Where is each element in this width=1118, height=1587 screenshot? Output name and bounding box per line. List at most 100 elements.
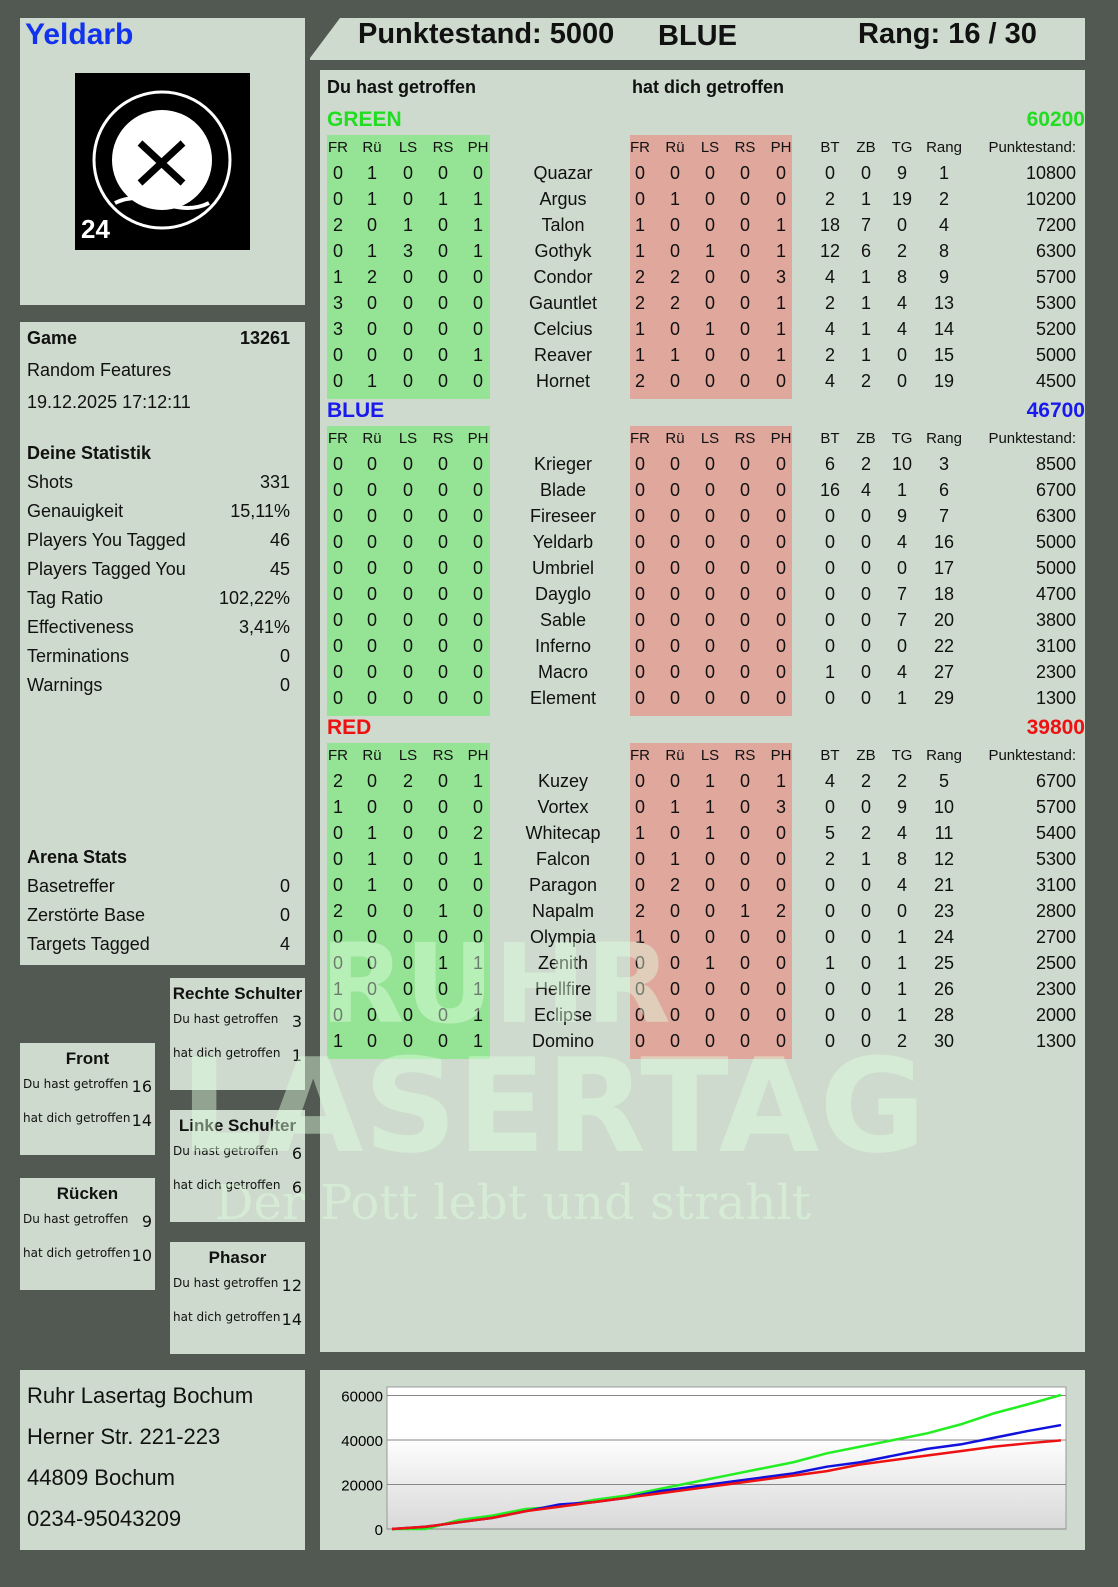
hit-you-cell: 0 bbox=[669, 662, 680, 682]
you-hit-cell: 0 bbox=[332, 927, 343, 947]
stat-cell: 4 bbox=[896, 662, 907, 682]
stat-cell: 13 bbox=[933, 293, 955, 313]
stat-cell: 7 bbox=[860, 215, 871, 235]
hit-you-cell: 0 bbox=[669, 371, 680, 391]
hit-you-cell: 0 bbox=[669, 610, 680, 630]
stat-cell: 0 bbox=[896, 558, 907, 578]
player-name: Falcon bbox=[535, 849, 591, 869]
stat-cell: 1 bbox=[896, 1005, 907, 1025]
column-header: RS bbox=[734, 139, 756, 156]
stat-label: Terminations bbox=[27, 646, 130, 666]
player-name: Talon bbox=[541, 215, 585, 235]
stat-cell: 0 bbox=[860, 1005, 871, 1025]
you-hit-cell: 0 bbox=[332, 558, 343, 578]
hit-you-cell: 0 bbox=[634, 506, 645, 526]
hit-you-cell: 0 bbox=[739, 163, 750, 183]
you-hit-cell: 1 bbox=[472, 979, 483, 999]
score-chart: 0 20000 40000 60000 bbox=[341, 1386, 1067, 1539]
you-hit-cell: 0 bbox=[366, 215, 377, 235]
hit-you-cell: 0 bbox=[634, 163, 645, 183]
you-hit-cell: 0 bbox=[437, 480, 448, 500]
column-header: TG bbox=[891, 430, 913, 447]
you-hit-cell: 1 bbox=[366, 163, 377, 183]
hit-you-cell: 1 bbox=[634, 319, 645, 339]
zone-hit-label: Du hast getroffen bbox=[173, 1276, 279, 1290]
zone-box: Rechte Schulter Du hast getroffen 3 hat dic… bbox=[170, 978, 305, 1090]
you-hit-cell: 0 bbox=[402, 345, 413, 365]
stat-value: 46 bbox=[269, 530, 290, 550]
you-hit-cell: 0 bbox=[472, 293, 483, 313]
stat-cell: 4 bbox=[938, 215, 949, 235]
you-hit-cell: 0 bbox=[437, 506, 448, 526]
stat-cell: 0 bbox=[860, 797, 871, 817]
stat-cell: 1 bbox=[896, 480, 907, 500]
you-hit-cell: 0 bbox=[472, 662, 483, 682]
you-hit-cell: 0 bbox=[437, 319, 448, 339]
hit-you-cell: 0 bbox=[775, 927, 786, 947]
points-cell: 2000 bbox=[1035, 1005, 1076, 1025]
you-hit-cell: 1 bbox=[366, 189, 377, 209]
you-hit-cell: 0 bbox=[366, 636, 377, 656]
player-name: Reaver bbox=[533, 345, 593, 365]
you-hit-cell: 0 bbox=[332, 163, 343, 183]
you-hit-cell: 0 bbox=[402, 927, 413, 947]
hit-you-cell: 0 bbox=[669, 636, 680, 656]
you-hit-cell: 0 bbox=[402, 163, 413, 183]
red-block bbox=[630, 135, 792, 399]
game-panel bbox=[20, 322, 305, 965]
stat-cell: 1 bbox=[824, 953, 835, 973]
hit-you-cell: 0 bbox=[739, 532, 750, 552]
stat-cell: 1 bbox=[860, 345, 871, 365]
you-hit-cell: 1 bbox=[366, 241, 377, 261]
column-header: Punktestand: bbox=[988, 430, 1076, 447]
stat-cell: 24 bbox=[933, 927, 955, 947]
hit-you-cell: 0 bbox=[704, 1031, 715, 1051]
hit-you-cell: 0 bbox=[775, 1005, 786, 1025]
series-line bbox=[391, 1439, 1062, 1531]
you-hit-cell: 0 bbox=[472, 927, 483, 947]
you-hit-cell: 0 bbox=[472, 319, 483, 339]
hit-you-cell: 0 bbox=[739, 319, 750, 339]
stat-cell: 10 bbox=[891, 454, 913, 474]
you-hit-cell: 0 bbox=[437, 267, 448, 287]
hit-you-cell: 1 bbox=[704, 771, 715, 791]
stat-cell: 6 bbox=[860, 241, 871, 261]
zone-got-value: 14 bbox=[281, 1310, 302, 1329]
hit-you-cell: 1 bbox=[669, 189, 680, 209]
you-hit-cell: 0 bbox=[472, 584, 483, 604]
points-cell: 2300 bbox=[1035, 662, 1076, 682]
zone-box: Rücken Du hast getroffen 9 hat dich getroff… bbox=[20, 1178, 155, 1290]
zone-hit-value: 6 bbox=[291, 1144, 302, 1163]
you-hit-cell: 1 bbox=[472, 241, 483, 261]
you-hit-cell: 0 bbox=[332, 584, 343, 604]
stat-cell: 0 bbox=[860, 875, 871, 895]
hit-you-cell: 2 bbox=[634, 371, 645, 391]
stat-cell: 1 bbox=[860, 267, 871, 287]
hit-you-cell: 0 bbox=[739, 688, 750, 708]
hit-you-cell: 0 bbox=[669, 979, 680, 999]
hit-you-cell: 0 bbox=[634, 979, 645, 999]
you-hit-cell: 0 bbox=[402, 688, 413, 708]
stat-cell: 1 bbox=[860, 189, 871, 209]
arena-row: Basetreffer 0 bbox=[27, 876, 290, 897]
stat-cell: 27 bbox=[933, 662, 955, 682]
you-hit-cell: 0 bbox=[472, 688, 483, 708]
stat-label: Players You Tagged bbox=[27, 530, 186, 550]
stat-cell: 9 bbox=[896, 506, 907, 526]
column-header: Rü bbox=[362, 139, 382, 156]
hit-you-cell: 0 bbox=[634, 953, 645, 973]
you-hit-cell: 0 bbox=[402, 506, 413, 526]
you-hit-cell: 0 bbox=[332, 610, 343, 630]
stat-cell: 0 bbox=[860, 662, 871, 682]
hit-you-cell: 0 bbox=[704, 558, 715, 578]
hit-you-cell: 0 bbox=[704, 506, 715, 526]
column-header: Rü bbox=[362, 747, 382, 764]
hit-you-cell: 0 bbox=[739, 953, 750, 973]
zone-hit-value: 9 bbox=[141, 1212, 152, 1231]
hit-you-cell: 0 bbox=[739, 797, 750, 817]
points-cell: 4700 bbox=[1035, 584, 1076, 604]
player-name: Macro bbox=[537, 662, 588, 682]
column-header: PH bbox=[770, 430, 792, 447]
you-hit-cell: 2 bbox=[366, 267, 377, 287]
stat-cell: 0 bbox=[824, 901, 835, 921]
